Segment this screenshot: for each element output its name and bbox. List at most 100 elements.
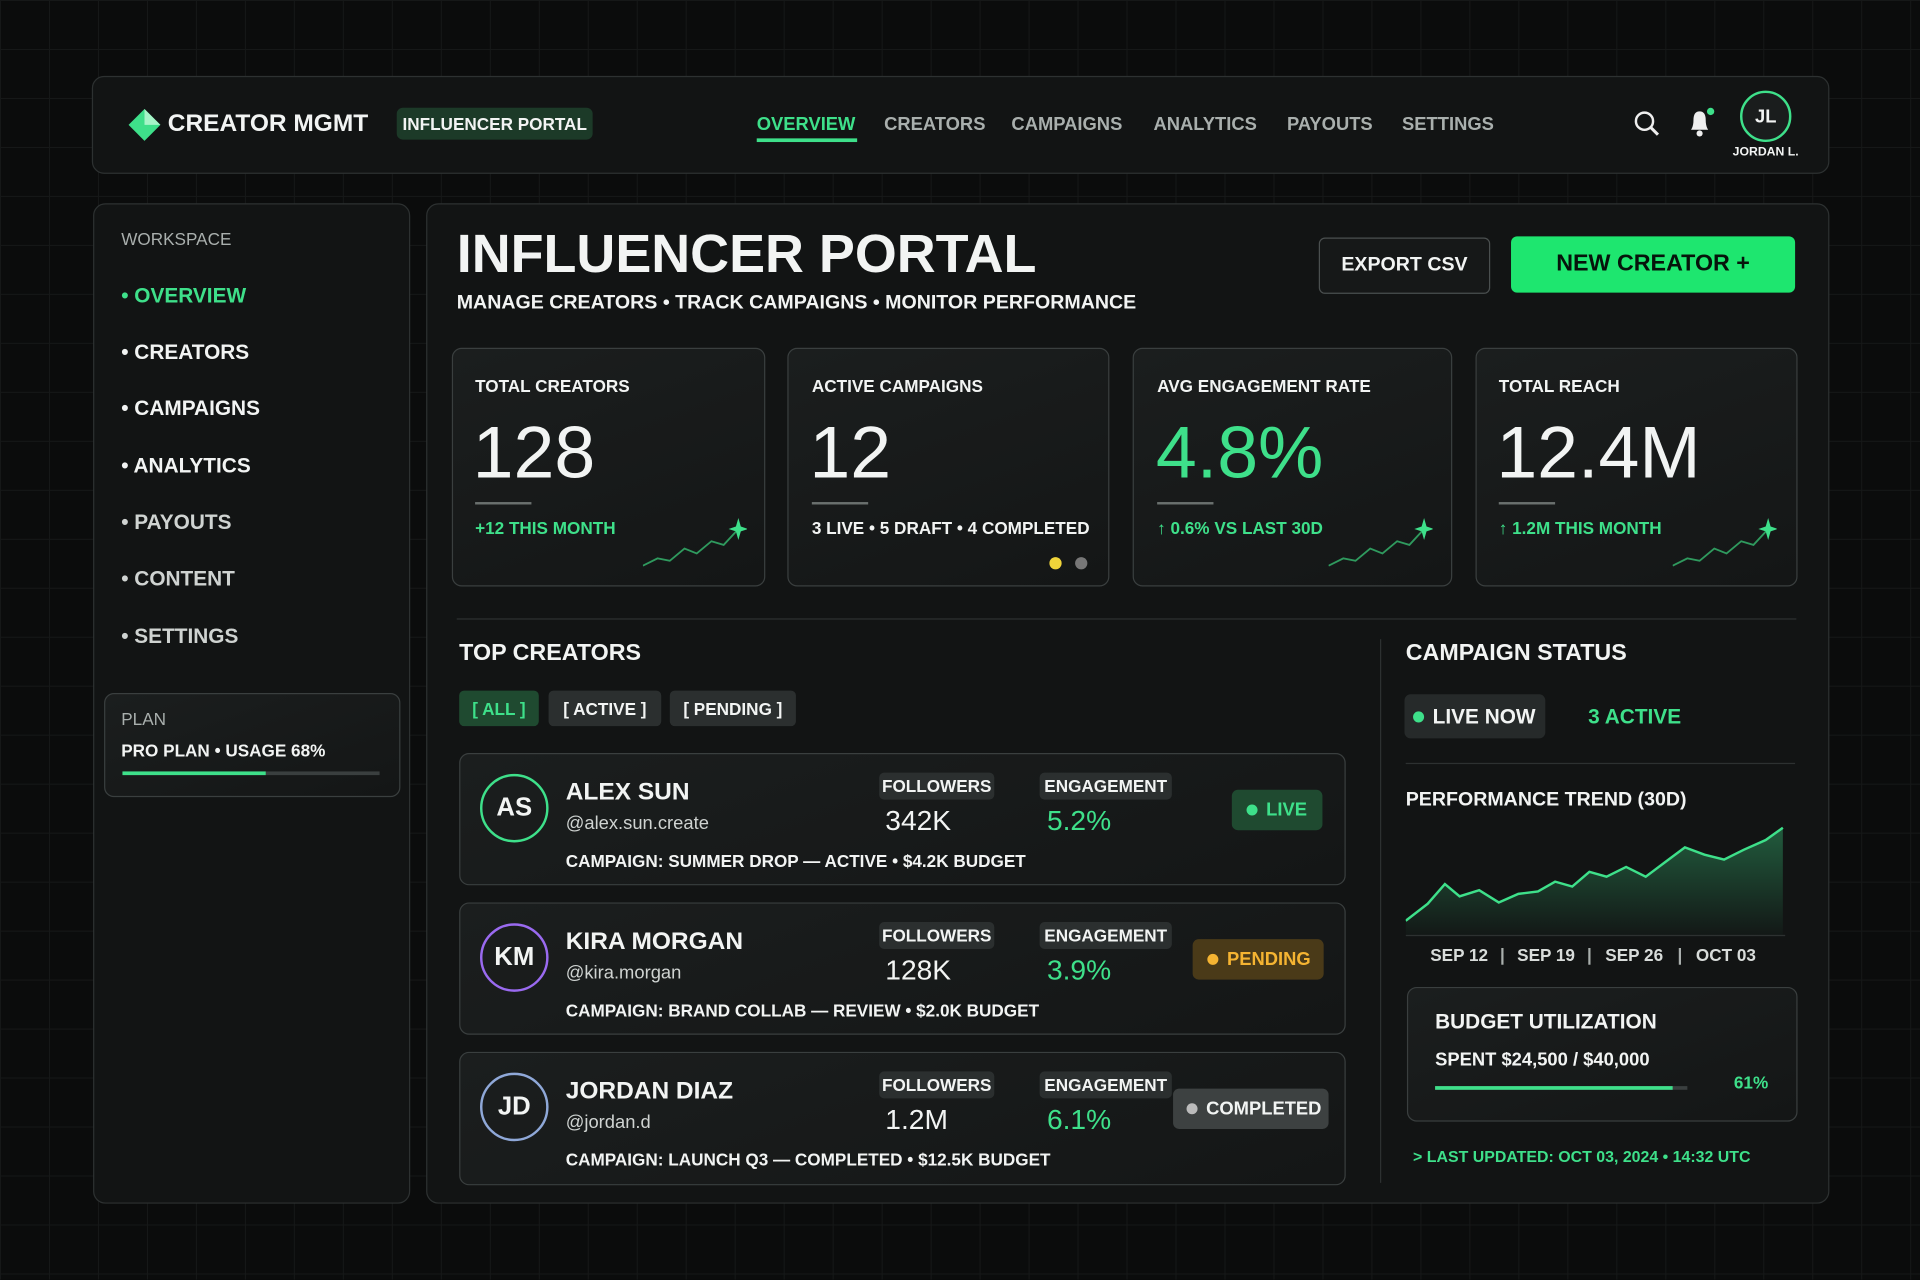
sidebar-item[interactable]: • CREATORS	[121, 340, 250, 364]
metric-label: FOLLOWERS	[879, 772, 995, 800]
followers: 342K	[885, 804, 952, 837]
creator-campaign: CAMPAIGN: LAUNCH Q3 — COMPLETED • $12.5K…	[565, 1149, 1051, 1170]
sidebar-item[interactable]: • SETTINGS	[121, 624, 239, 648]
nav-link[interactable]: ANALYTICS	[1153, 113, 1257, 135]
creator-name: KIRA MORGAN	[565, 928, 744, 956]
metric-label: ENGAGEMENT	[1039, 922, 1172, 949]
live-chip	[1404, 694, 1546, 739]
metric-label: ENGAGEMENT	[1039, 1071, 1172, 1099]
status-dot	[1246, 804, 1258, 816]
status-text: LIVE	[1266, 799, 1307, 821]
creator-handle: @jordan.d	[565, 1111, 651, 1133]
sparkline	[1672, 517, 1777, 567]
kpi-card	[787, 347, 1110, 587]
creator-avatar: KM	[480, 923, 549, 992]
nav-underline	[756, 138, 858, 143]
divider	[1380, 639, 1382, 1183]
trend-date: SEP 26	[1605, 945, 1664, 965]
brand: CREATOR MGMT	[167, 110, 369, 138]
status-dot	[1186, 1103, 1198, 1115]
kpi-note: ↑ 0.6% VS LAST 30D	[1157, 517, 1323, 538]
metric-label: FOLLOWERS	[879, 922, 995, 949]
creator-campaign: CAMPAIGN: BRAND COLLAB — REVIEW • $2.0K …	[565, 1000, 1040, 1021]
kpi-label: TOTAL REACH	[1498, 375, 1620, 396]
sidebar-item[interactable]: • CONTENT	[121, 566, 235, 591]
followers: 1.2M	[885, 1103, 948, 1136]
last-updated: > LAST UPDATED: OCT 03, 2024 • 14:32 UTC	[1413, 1147, 1751, 1166]
budget-box	[1406, 986, 1798, 1122]
sidebar-item[interactable]: • ANALYTICS	[121, 454, 251, 478]
kpi-note: 3 LIVE • 5 DRAFT • 4 COMPLETED	[811, 517, 1090, 538]
budget-fill	[1435, 1086, 1673, 1090]
nav-link[interactable]: SETTINGS	[1402, 113, 1494, 135]
trend-title: PERFORMANCE TREND (30D)	[1405, 789, 1687, 811]
creator-name: ALEX SUN	[565, 778, 690, 806]
section-title: TOP CREATORS	[459, 640, 642, 667]
creator-avatar: JD	[480, 1072, 549, 1142]
kpi-card	[1132, 347, 1453, 587]
page-subtitle: MANAGE CREATORS • TRACK CAMPAIGNS • MONI…	[456, 292, 1137, 314]
metric-label: ENGAGEMENT	[1039, 772, 1172, 800]
trend-date: SEP 12	[1430, 945, 1489, 965]
bell-icon[interactable]	[1684, 105, 1718, 139]
page-title: INFLUENCER PORTAL	[456, 224, 1037, 285]
search-icon[interactable]	[1632, 109, 1661, 138]
kpi-note: +12 THIS MONTH	[475, 517, 616, 538]
trend-date: OCT 03	[1695, 945, 1756, 965]
kpi-label: TOTAL CREATORS	[475, 375, 630, 396]
status-text: COMPLETED	[1206, 1098, 1322, 1120]
nav-link[interactable]: CAMPAIGNS	[1011, 113, 1123, 135]
sidebar-section: WORKSPACE	[121, 228, 232, 249]
plan-box	[104, 693, 401, 798]
budget-spent: SPENT $24,500 / $40,000	[1435, 1049, 1650, 1071]
engagement: 3.9%	[1046, 953, 1112, 986]
plan-label: PLAN	[121, 708, 167, 729]
nav-link[interactable]: CREATORS	[884, 113, 986, 135]
filter-tab[interactable]: [ ALL ]	[459, 690, 539, 727]
kpi-note: ↑ 1.2M THIS MONTH	[1498, 517, 1662, 538]
kpi-rule	[1157, 502, 1214, 505]
kpi-label: ACTIVE CAMPAIGNS	[811, 375, 983, 396]
new-creator-button[interactable]: NEW CREATOR +	[1511, 236, 1796, 293]
creator-avatar: AS	[480, 773, 549, 843]
sidebar-item[interactable]: • PAYOUTS	[121, 510, 232, 534]
kpi-card	[451, 347, 766, 587]
section-title: CAMPAIGN STATUS	[1405, 640, 1627, 667]
separator: |	[1677, 945, 1683, 965]
kpi-rule	[811, 502, 869, 505]
engagement: 5.2%	[1046, 804, 1112, 837]
avatar[interactable]: JL	[1740, 90, 1792, 143]
kpi-value: 128	[472, 411, 596, 494]
kpi-value: 12.4M	[1496, 411, 1701, 494]
budget-percent: 61%	[1733, 1072, 1769, 1093]
metric-label: FOLLOWERS	[879, 1071, 995, 1099]
sidebar-item[interactable]: • CAMPAIGNS	[121, 396, 260, 421]
sidebar-item[interactable]: • OVERVIEW	[121, 284, 247, 308]
trend-date: SEP 19	[1517, 945, 1575, 965]
kpi-value: 12	[809, 411, 892, 494]
top-bar	[91, 75, 1830, 174]
kpi-card	[1475, 347, 1798, 587]
filter-tab[interactable]: [ PENDING ]	[669, 690, 796, 727]
plan-fill	[122, 771, 266, 776]
export-button[interactable]: EXPORT CSV	[1318, 237, 1491, 294]
creator-campaign: CAMPAIGN: SUMMER DROP — ACTIVE • $4.2K B…	[565, 851, 1026, 871]
user-name: JORDAN L.	[1732, 145, 1799, 160]
live-text: LIVE NOW	[1432, 705, 1536, 729]
creator-name: JORDAN DIAZ	[565, 1077, 734, 1105]
status-dot	[1207, 953, 1219, 965]
plan-text: PRO PLAN • USAGE 68%	[121, 740, 326, 761]
status-badge	[1173, 1088, 1329, 1129]
portal-badge: INFLUENCER PORTAL	[396, 107, 593, 140]
nav-link[interactable]: OVERVIEW	[756, 113, 856, 135]
separator: |	[1586, 945, 1592, 965]
budget-title: BUDGET UTILIZATION	[1435, 1010, 1657, 1034]
sparkline	[642, 517, 747, 567]
followers: 128K	[885, 953, 952, 986]
nav-link[interactable]: PAYOUTS	[1286, 113, 1373, 135]
kpi-rule	[1498, 502, 1556, 505]
filter-tab[interactable]: [ ACTIVE ]	[548, 690, 662, 727]
pager-dots	[1049, 557, 1088, 570]
